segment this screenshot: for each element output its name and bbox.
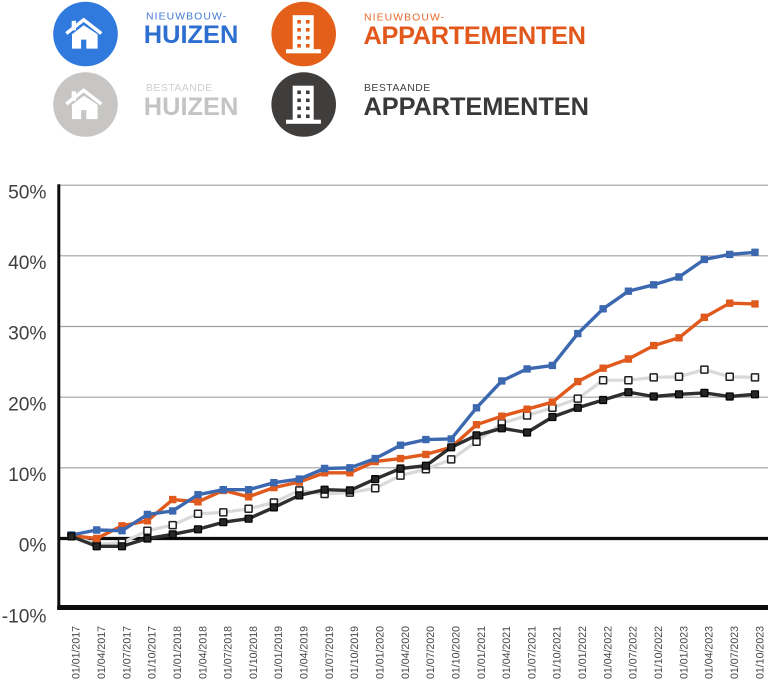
svg-text:30%: 30% [8,324,46,345]
svg-text:01/10/2022: 01/10/2022 [653,626,665,679]
svg-text:01/07/2023: 01/07/2023 [729,626,741,679]
svg-text:20%: 20% [8,394,46,415]
svg-text:APPARTEMENTEN: APPARTEMENTEN [364,93,589,121]
svg-text:0%: 0% [19,536,47,557]
svg-text:01/10/2017: 01/10/2017 [147,626,159,679]
svg-text:01/01/2019: 01/01/2019 [273,626,285,679]
svg-text:01/07/2020: 01/07/2020 [425,626,437,679]
svg-text:BESTAANDE: BESTAANDE [146,83,213,94]
svg-text:HUIZEN: HUIZEN [144,21,239,49]
svg-text:01/07/2018: 01/07/2018 [223,626,235,679]
svg-text:01/04/2018: 01/04/2018 [197,626,209,679]
svg-text:01/07/2022: 01/07/2022 [628,626,640,679]
svg-text:NIEUWBOUW-: NIEUWBOUW- [364,12,445,23]
svg-text:01/07/2021: 01/07/2021 [526,626,538,679]
svg-text:APPARTEMENTEN: APPARTEMENTEN [364,22,586,50]
svg-text:01/01/2017: 01/01/2017 [71,626,83,679]
svg-text:BESTAANDE: BESTAANDE [364,83,431,94]
svg-text:01/07/2017: 01/07/2017 [121,626,133,679]
svg-text:01/10/2018: 01/10/2018 [248,626,260,679]
svg-text:01/01/2020: 01/01/2020 [375,626,387,679]
svg-text:01/04/2019: 01/04/2019 [299,626,311,679]
svg-text:01/07/2019: 01/07/2019 [324,626,336,679]
svg-text:01/04/2021: 01/04/2021 [501,626,513,679]
svg-text:10%: 10% [8,465,46,486]
svg-text:NIEUWBOUW-: NIEUWBOUW- [146,12,227,23]
svg-text:01/01/2018: 01/01/2018 [172,626,184,679]
svg-text:50%: 50% [8,182,46,203]
svg-text:01/04/2017: 01/04/2017 [96,626,108,679]
svg-text:01/04/2022: 01/04/2022 [602,626,614,679]
svg-text:01/10/2023: 01/10/2023 [754,626,766,679]
svg-text:01/04/2020: 01/04/2020 [400,626,412,679]
svg-text:01/01/2022: 01/01/2022 [577,626,589,679]
svg-text:HUIZEN: HUIZEN [144,93,239,121]
svg-text:01/01/2021: 01/01/2021 [476,626,488,679]
svg-text:01/10/2019: 01/10/2019 [349,626,361,679]
svg-text:01/10/2021: 01/10/2021 [552,626,564,679]
svg-text:01/01/2023: 01/01/2023 [678,626,690,679]
svg-text:01/04/2023: 01/04/2023 [704,626,716,679]
svg-text:-10%: -10% [2,606,47,627]
svg-text:40%: 40% [8,253,46,274]
svg-text:01/10/2020: 01/10/2020 [451,626,463,679]
